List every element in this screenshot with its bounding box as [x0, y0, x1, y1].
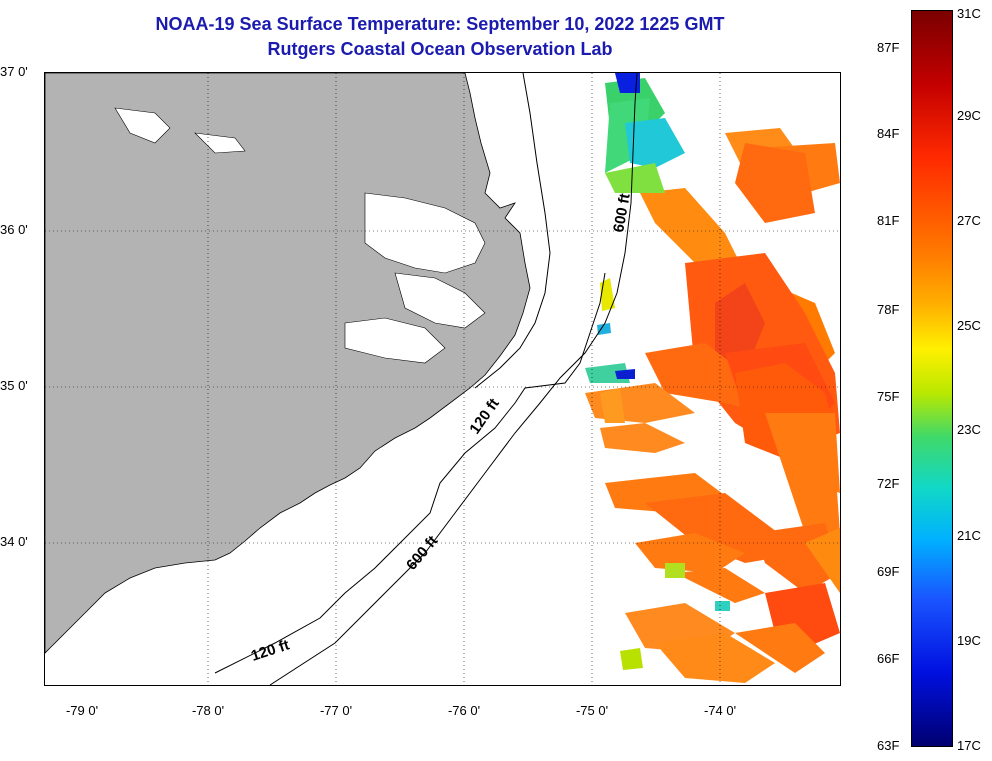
lon-label-76: -76 0' — [447, 703, 481, 718]
sounds — [114, 107, 486, 364]
contour-label-600-b: 600 ft — [610, 192, 634, 234]
colorbar-f-72: 72F — [877, 476, 900, 491]
lon-label-79: -79 0' — [65, 703, 99, 718]
colorbar-f-84: 84F — [877, 126, 900, 141]
colorbar-c-27: 27C — [957, 213, 981, 228]
grid — [45, 73, 840, 685]
outer-banks — [474, 73, 551, 389]
lon-label-78: -78 0' — [191, 703, 225, 718]
sst-map-canvas: 120 ft 120 ft 600 ft 600 ft — [45, 73, 840, 685]
lat-label-36: 36 0' — [0, 222, 28, 237]
lat-label-35: 35 0' — [0, 378, 28, 393]
map-subtitle: Rutgers Coastal Ocean Observation Lab — [267, 39, 613, 59]
colorbar-f-75: 75F — [877, 389, 900, 404]
lon-label-75: -75 0' — [575, 703, 609, 718]
contour-label-120-b: 120 ft — [249, 637, 292, 665]
lat-label-37: 37 0' — [0, 64, 28, 79]
land-mass — [45, 73, 531, 654]
lon-label-77: -77 0' — [319, 703, 353, 718]
contour-label-120-a: 120 ft — [466, 395, 502, 437]
colorbar-f-63: 63F — [877, 738, 900, 753]
colorbar-f-87: 87F — [877, 40, 900, 55]
colorbar-c-17: 17C — [957, 738, 981, 753]
colorbar-c-29: 29C — [957, 108, 981, 123]
colorbar-c-31: 31C — [957, 6, 981, 21]
sst-map[interactable]: 120 ft 120 ft 600 ft 600 ft — [44, 72, 841, 686]
map-title: NOAA-19 Sea Surface Temperature: Septemb… — [155, 14, 725, 34]
sst-warm-patches — [585, 128, 840, 683]
sst-colorbar — [911, 10, 953, 747]
colorbar-f-78: 78F — [877, 302, 900, 317]
lon-label-74: -74 0' — [703, 703, 737, 718]
colorbar-f-69: 69F — [877, 564, 900, 579]
sst-cool-patches — [585, 73, 730, 670]
colorbar-c-23: 23C — [957, 422, 981, 437]
lat-label-34: 34 0' — [0, 534, 28, 549]
colorbar-f-81: 81F — [877, 213, 900, 228]
contour-600ft — [269, 73, 638, 685]
colorbar-c-21: 21C — [957, 528, 981, 543]
contour-120ft — [214, 272, 606, 674]
colorbar-c-19: 19C — [957, 633, 981, 648]
colorbar-c-25: 25C — [957, 318, 981, 333]
contour-label-600-a: 600 ft — [403, 533, 441, 574]
colorbar-f-66: 66F — [877, 651, 900, 666]
